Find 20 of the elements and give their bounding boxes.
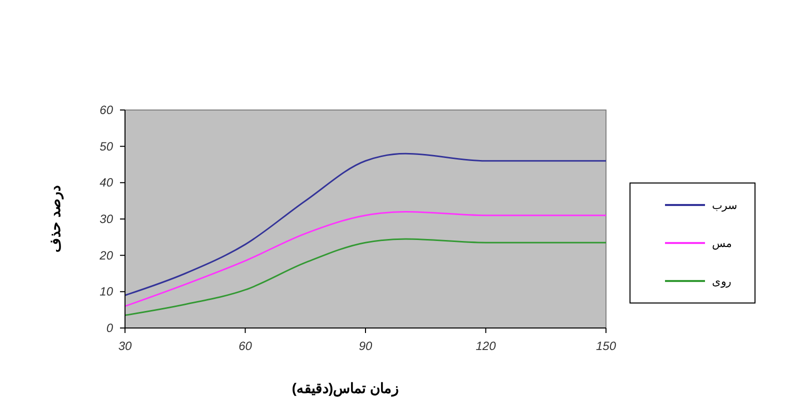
- y-tick-label: 0: [106, 321, 114, 335]
- y-tick-label: 60: [100, 103, 114, 117]
- x-tick-label: 150: [596, 339, 616, 353]
- line-series: [124, 152, 607, 296]
- y-tick-label: 30: [100, 212, 114, 226]
- legend-label: سرب: [712, 200, 737, 212]
- x-axis-title: زمان تماس(دقیقه): [292, 380, 400, 397]
- x-tick-label: 120: [476, 339, 496, 353]
- y-axis-title: درصد حذف: [47, 186, 64, 252]
- x-tick-label: 60: [238, 339, 252, 353]
- y-tick-label: 50: [100, 139, 114, 154]
- x-tick-label: 30: [118, 339, 132, 353]
- y-tick-label: 10: [100, 284, 114, 299]
- y-tick-label: 40: [100, 176, 114, 190]
- y-tick-label: 20: [98, 248, 114, 262]
- line-series: [124, 238, 607, 316]
- x-tick-label: 90: [358, 339, 372, 353]
- legend-label: مس: [712, 238, 732, 250]
- legend-label: روی: [712, 276, 731, 288]
- line-series: [124, 210, 607, 307]
